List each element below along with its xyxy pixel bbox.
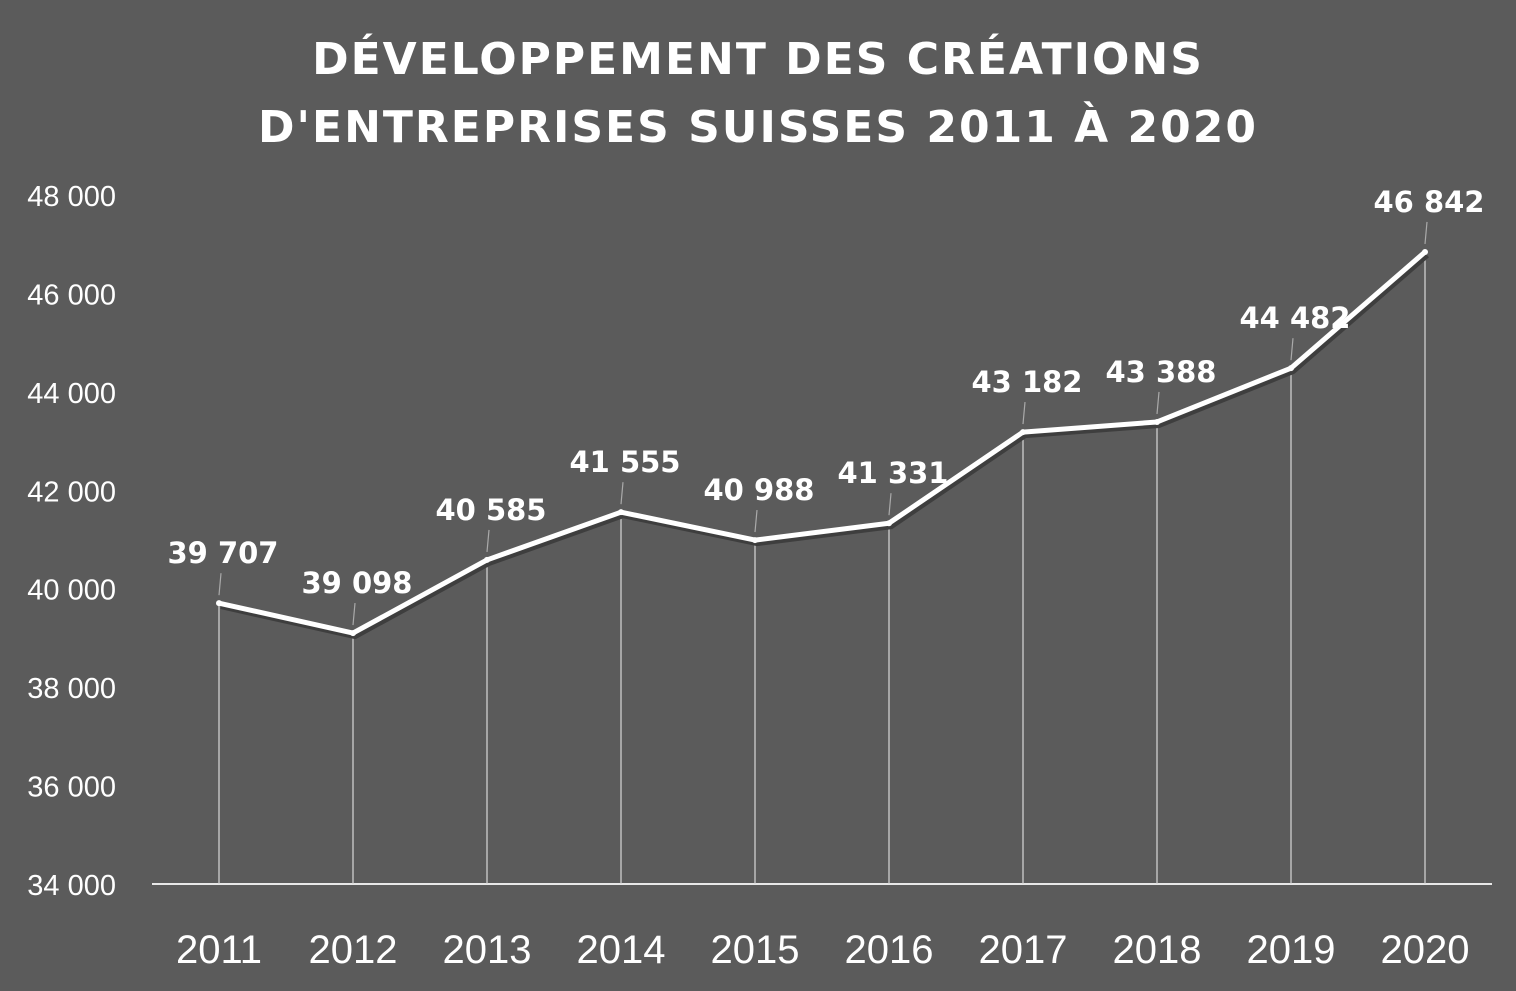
- data-label: 40 988: [704, 473, 815, 507]
- data-point: [1020, 429, 1026, 436]
- data-point: [618, 509, 624, 516]
- data-label: 43 182: [972, 365, 1083, 399]
- y-tick-label: 36 000: [27, 772, 116, 804]
- data-point: [1422, 248, 1428, 255]
- y-tick-label: 38 000: [27, 673, 116, 705]
- data-label: 46 842: [1374, 185, 1485, 219]
- data-label: 39 098: [302, 566, 413, 600]
- data-point: [886, 520, 892, 527]
- data-point: [752, 537, 758, 544]
- leader-line: [352, 603, 356, 626]
- data-label: 40 585: [436, 493, 547, 527]
- data-label: 43 388: [1106, 355, 1217, 389]
- leader-line: [1290, 338, 1294, 361]
- y-tick-label: 42 000: [27, 476, 116, 508]
- x-tick-label: 2020: [1381, 928, 1470, 972]
- x-tick-label: 2013: [443, 928, 532, 972]
- x-tick-label: 2011: [176, 928, 262, 972]
- leader-line: [754, 510, 758, 533]
- y-tick-label: 44 000: [27, 378, 116, 410]
- x-tick-label: 2018: [1113, 928, 1202, 972]
- title-line-2: D'ENTREPRISES SUISSES 2011 À 2020: [258, 102, 1258, 153]
- title-line-1: DÉVELOPPEMENT DES CRÉATIONS: [312, 34, 1204, 85]
- leader-line: [218, 573, 222, 596]
- data-label: 39 707: [168, 536, 279, 570]
- data-label: 44 482: [1240, 301, 1351, 335]
- leader-line: [620, 482, 624, 505]
- leader-line: [888, 493, 892, 516]
- y-tick-label: 48 000: [27, 181, 116, 213]
- leader-line: [486, 529, 490, 552]
- y-tick-label: 46 000: [27, 279, 116, 311]
- y-tick-label: 40 000: [27, 575, 116, 607]
- x-tick-label: 2012: [309, 928, 398, 972]
- chart-title: DÉVELOPPEMENT DES CRÉATIONS D'ENTREPRISE…: [0, 26, 1516, 162]
- x-tick-label: 2016: [845, 928, 934, 972]
- data-label: 41 555: [570, 445, 681, 479]
- data-point: [1154, 418, 1160, 425]
- leader-line: [1156, 391, 1160, 415]
- data-point: [350, 630, 356, 637]
- x-tick-label: 2015: [711, 928, 800, 972]
- data-label: 41 331: [838, 456, 949, 490]
- data-point: [484, 556, 490, 563]
- x-tick-label: 2019: [1247, 928, 1336, 972]
- series-line-shadow: [220, 252, 1429, 640]
- x-tick-label: 2014: [577, 928, 666, 972]
- y-tick-label: 34 000: [27, 870, 116, 902]
- series-line: [218, 250, 1427, 636]
- data-point: [216, 600, 222, 607]
- leader-line: [1022, 402, 1026, 425]
- x-tick-label: 2017: [979, 928, 1068, 972]
- leader-line: [1424, 221, 1428, 245]
- data-point: [1288, 365, 1294, 372]
